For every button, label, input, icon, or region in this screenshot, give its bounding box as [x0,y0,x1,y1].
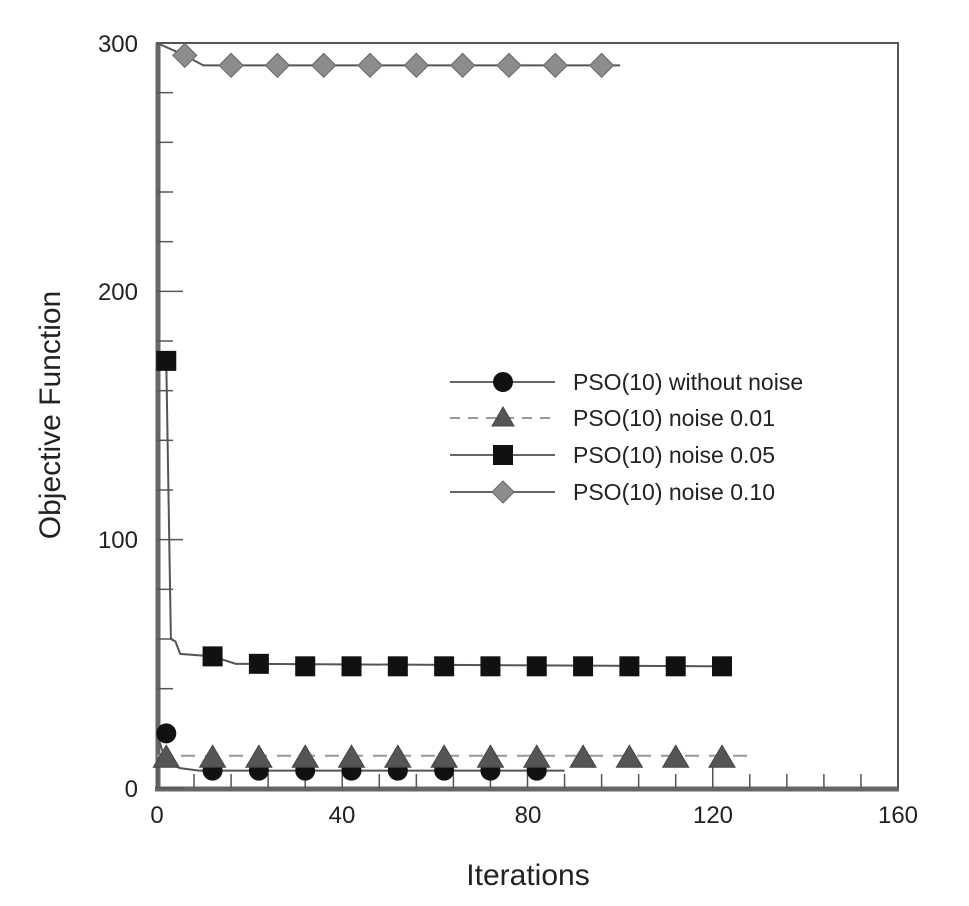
x-axis-title: Iterations [466,859,589,892]
y-axis-tick-labels: 0 100 200 300 [98,31,138,803]
square-marker-icon [295,656,316,677]
square-marker-icon [248,653,269,674]
square-marker-icon [619,656,640,677]
y-tick-label: 300 [98,31,138,58]
triangle-marker-icon [708,744,736,768]
legend-item-without-noise: PSO(10) without noise [450,369,803,395]
square-marker-icon [387,656,408,677]
legend-label: PSO(10) without noise [573,369,803,395]
triangle-marker-icon [522,744,551,768]
square-marker-icon [712,656,733,677]
x-tick-label: 120 [693,802,733,829]
series-triangle [152,744,750,768]
legend-label: PSO(10) noise 0.01 [573,405,775,431]
series-circle [156,723,565,781]
diamond-marker-icon [172,42,198,69]
diamond-marker-icon [588,52,615,79]
triangle-marker-icon [337,744,366,768]
series-line [165,360,732,668]
x-tick-label: 80 [515,802,542,829]
square-marker-icon [480,656,501,677]
series-layer [152,42,750,781]
triangle-marker-icon [245,744,273,768]
legend: PSO(10) without noise PSO(10) noise 0.01… [450,369,803,505]
y-tick-label: 200 [98,279,138,306]
diamond-marker-icon [218,52,244,79]
triangle-marker-icon [476,744,505,768]
square-marker-icon [665,656,686,677]
triangle-marker-icon [152,744,181,768]
legend-label: PSO(10) noise 0.10 [573,479,775,505]
triangle-marker-icon [430,744,459,768]
legend-item-noise-0.05: PSO(10) noise 0.05 [450,442,775,468]
legend-item-noise-0.01: PSO(10) noise 0.01 [450,405,775,431]
diamond-marker-icon [491,480,515,504]
triangle-marker-icon [569,744,597,768]
triangle-marker-icon [291,744,320,768]
diamond-marker-icon [449,52,476,79]
x-axis-tick-labels: 0 40 80 120 160 [150,802,918,829]
diamond-marker-icon [496,52,522,79]
square-marker-icon [341,656,362,677]
triangle-marker-icon [491,406,515,427]
square-marker-icon [434,656,455,677]
diamond-marker-icon [311,52,337,79]
square-marker-icon [493,445,513,465]
legend-item-noise-0.10: PSO(10) noise 0.10 [450,479,775,505]
diamond-marker-icon [542,52,568,79]
square-marker-icon [526,656,547,677]
x-tick-label: 160 [878,802,918,829]
y-axis-ticks [157,42,183,789]
diamond-marker-icon [403,52,430,79]
legend-label: PSO(10) noise 0.05 [573,442,775,468]
triangle-marker-icon [615,744,644,768]
x-tick-label: 40 [329,802,356,829]
y-tick-label: 100 [98,527,138,554]
series-square [156,350,733,677]
square-marker-icon [573,656,594,677]
triangle-marker-icon [383,744,412,768]
triangle-marker-icon [198,744,227,768]
y-axis-title: Objective Function [34,291,67,539]
x-tick-label: 0 [150,802,163,829]
square-marker-icon [156,350,177,371]
triangle-marker-icon [661,744,690,768]
y-tick-label: 0 [125,776,138,803]
diamond-marker-icon [357,52,383,79]
series-diamond [156,42,621,79]
circle-marker-icon [156,723,177,744]
x-axis-ticks [156,766,899,788]
circle-marker-icon [493,372,513,392]
diamond-marker-icon [264,52,291,79]
square-marker-icon [202,646,223,667]
